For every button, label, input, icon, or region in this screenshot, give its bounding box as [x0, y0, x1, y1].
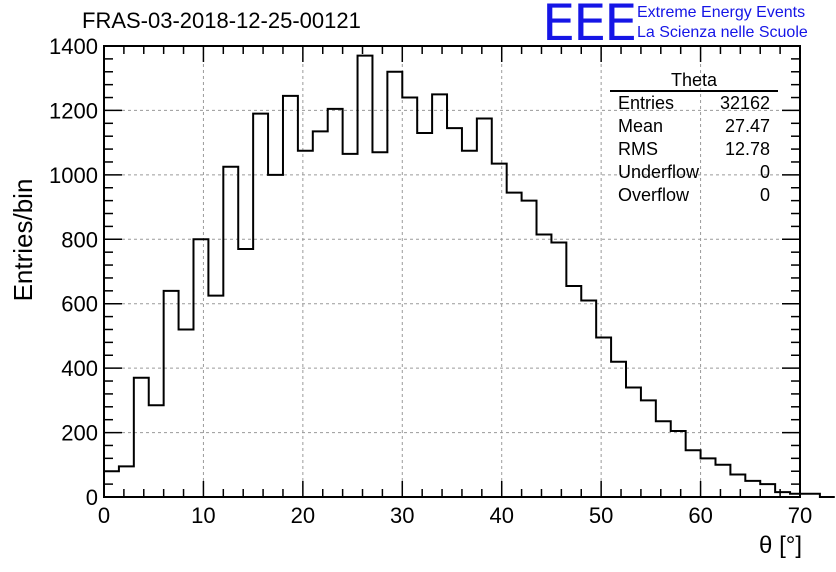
stats-row-underflow: Underflow 0: [610, 161, 778, 184]
stats-value: 0: [759, 162, 770, 182]
grid-lines: [104, 46, 800, 497]
x-axis-label: θ [°]: [759, 532, 802, 559]
stats-value: 12.78: [724, 139, 770, 159]
plot-frame: [103, 45, 801, 498]
y-tick-label: 600: [61, 292, 98, 317]
stats-value: 32162: [719, 93, 770, 113]
logo-line-1: Extreme Energy Events: [637, 4, 806, 21]
stats-label: Underflow: [618, 162, 700, 182]
stats-row-mean: Mean 27.47: [610, 115, 778, 138]
x-tick-label: 20: [291, 503, 315, 528]
stats-row-overflow: Overflow 0: [610, 184, 778, 207]
stats-row-entries: Entries 32162: [610, 92, 778, 115]
y-axis-label: Entries/bin: [8, 178, 38, 302]
x-tick-label: 0: [98, 503, 110, 528]
logo-line-2: La Scienza nelle Scuole: [637, 24, 808, 41]
stats-value: 0: [759, 185, 770, 205]
stats-label: Mean: [618, 116, 664, 136]
y-tick-label: 1400: [49, 34, 98, 59]
y-tick-label: 1000: [49, 163, 98, 188]
stats-value: 27.47: [724, 116, 770, 136]
stats-title: Theta: [610, 70, 778, 92]
stats-box: Theta Entries 32162 Mean 27.47 RMS 12.78…: [610, 70, 778, 207]
y-tick-label: 0: [86, 485, 98, 510]
x-tick-label: 10: [191, 503, 215, 528]
histogram-series-line: [103, 54, 835, 498]
y-tick-label: 800: [61, 227, 98, 252]
stats-label: RMS: [618, 139, 658, 159]
eee-logo: EEE: [542, 0, 637, 52]
x-tick-label: 60: [688, 503, 712, 528]
stats-label: Entries: [618, 93, 675, 113]
x-tick-label: 30: [390, 503, 414, 528]
y-tick-label: 200: [61, 421, 98, 446]
y-tick-label: 1200: [49, 98, 98, 123]
stats-label: Overflow: [618, 185, 690, 205]
chart-title: FRAS-03-2018-12-25-00121: [82, 8, 361, 33]
x-tick-label: 50: [589, 503, 613, 528]
stats-row-rms: RMS 12.78: [610, 138, 778, 161]
y-tick-label: 400: [61, 356, 98, 381]
tick-labels: 0 10 20 30 40 50 60 70 0 200 400 600 800 1000 1200 1400: [49, 34, 812, 528]
x-tick-label: 40: [489, 503, 513, 528]
x-tick-label: 70: [788, 503, 812, 528]
